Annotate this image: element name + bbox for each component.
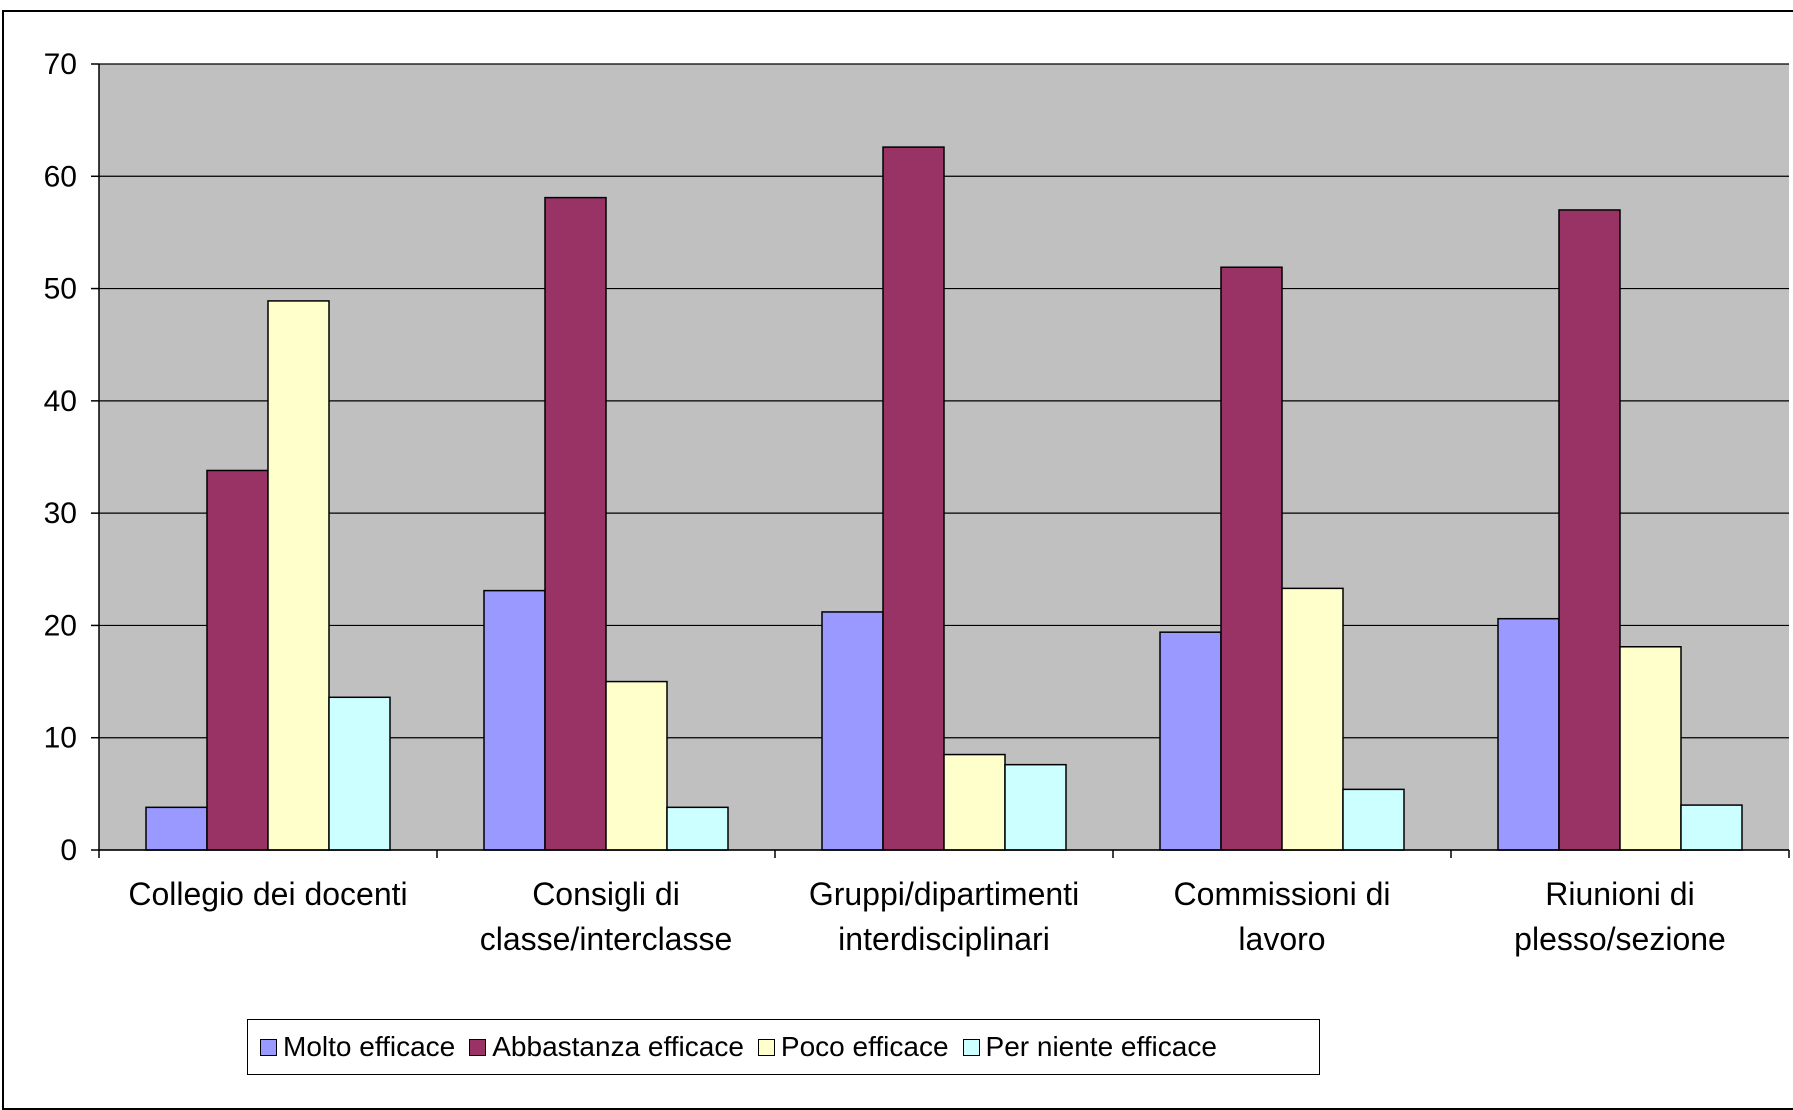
bar [1220, 266, 1283, 851]
x-category-label: Commissioni di lavoro [1174, 876, 1391, 957]
axes [98, 64, 1790, 858]
y-tick-label: 70 [44, 48, 77, 81]
x-category-label: Riunioni di plesso/sezione [1514, 876, 1726, 957]
legend-swatch [469, 1038, 487, 1056]
y-tick-label: 30 [44, 497, 77, 530]
bar [267, 300, 330, 851]
legend-item: Abbastanza efficace [469, 1031, 744, 1063]
legend-label: Per niente efficace [985, 1031, 1217, 1062]
bar [328, 696, 391, 851]
y-tick-label: 20 [44, 609, 77, 642]
legend-label: Poco efficace [780, 1031, 949, 1062]
y-tick-label: 50 [44, 273, 77, 306]
bar [1159, 631, 1222, 851]
x-category-label: Gruppi/dipartimenti interdisciplinari [809, 876, 1079, 957]
legend: Molto efficace Abbastanza efficace Poco ef… [247, 1019, 1320, 1075]
bar [882, 146, 945, 851]
legend-swatch [757, 1038, 775, 1056]
bar [1680, 804, 1743, 851]
y-tick-label: 10 [44, 722, 77, 755]
bar [145, 806, 208, 851]
legend-swatch [260, 1038, 277, 1056]
bar [1497, 617, 1560, 851]
bar [206, 469, 269, 851]
bar [943, 753, 1006, 851]
legend-item: Molto efficace [260, 1031, 455, 1063]
chart-frame: 0 10 20 30 40 50 60 70 Collegio dei docenti Cons… [2, 10, 1793, 1110]
bar [1558, 209, 1621, 851]
y-tick-label: 40 [44, 385, 77, 418]
legend-label: Abbastanza efficace [492, 1031, 744, 1062]
legend-swatch [962, 1038, 980, 1056]
x-axis-categories: Collegio dei docenti Consigli di classe/in… [128, 876, 1725, 957]
bar [1281, 587, 1344, 851]
legend-item: Poco efficace [757, 1031, 949, 1063]
bar [1004, 763, 1067, 851]
y-tick-label: 60 [44, 160, 77, 193]
bar [1342, 788, 1405, 851]
bar [821, 611, 884, 851]
bars [145, 146, 1743, 851]
y-tick-label: 0 [60, 834, 77, 867]
bar [666, 806, 729, 851]
bar [1619, 646, 1682, 851]
bar [483, 589, 546, 851]
legend-item: Per niente efficace [962, 1031, 1217, 1063]
y-axis-ticks: 0 10 20 30 40 50 60 70 [44, 48, 99, 867]
x-category-label: Consigli di classe/interclasse [480, 876, 733, 957]
bar-chart: 0 10 20 30 40 50 60 70 Collegio dei docenti Cons… [44, 48, 1790, 957]
legend-label: Molto efficace [283, 1031, 456, 1062]
bar [605, 680, 668, 851]
bar [544, 196, 607, 851]
x-category-label: Collegio dei docenti [128, 876, 407, 912]
